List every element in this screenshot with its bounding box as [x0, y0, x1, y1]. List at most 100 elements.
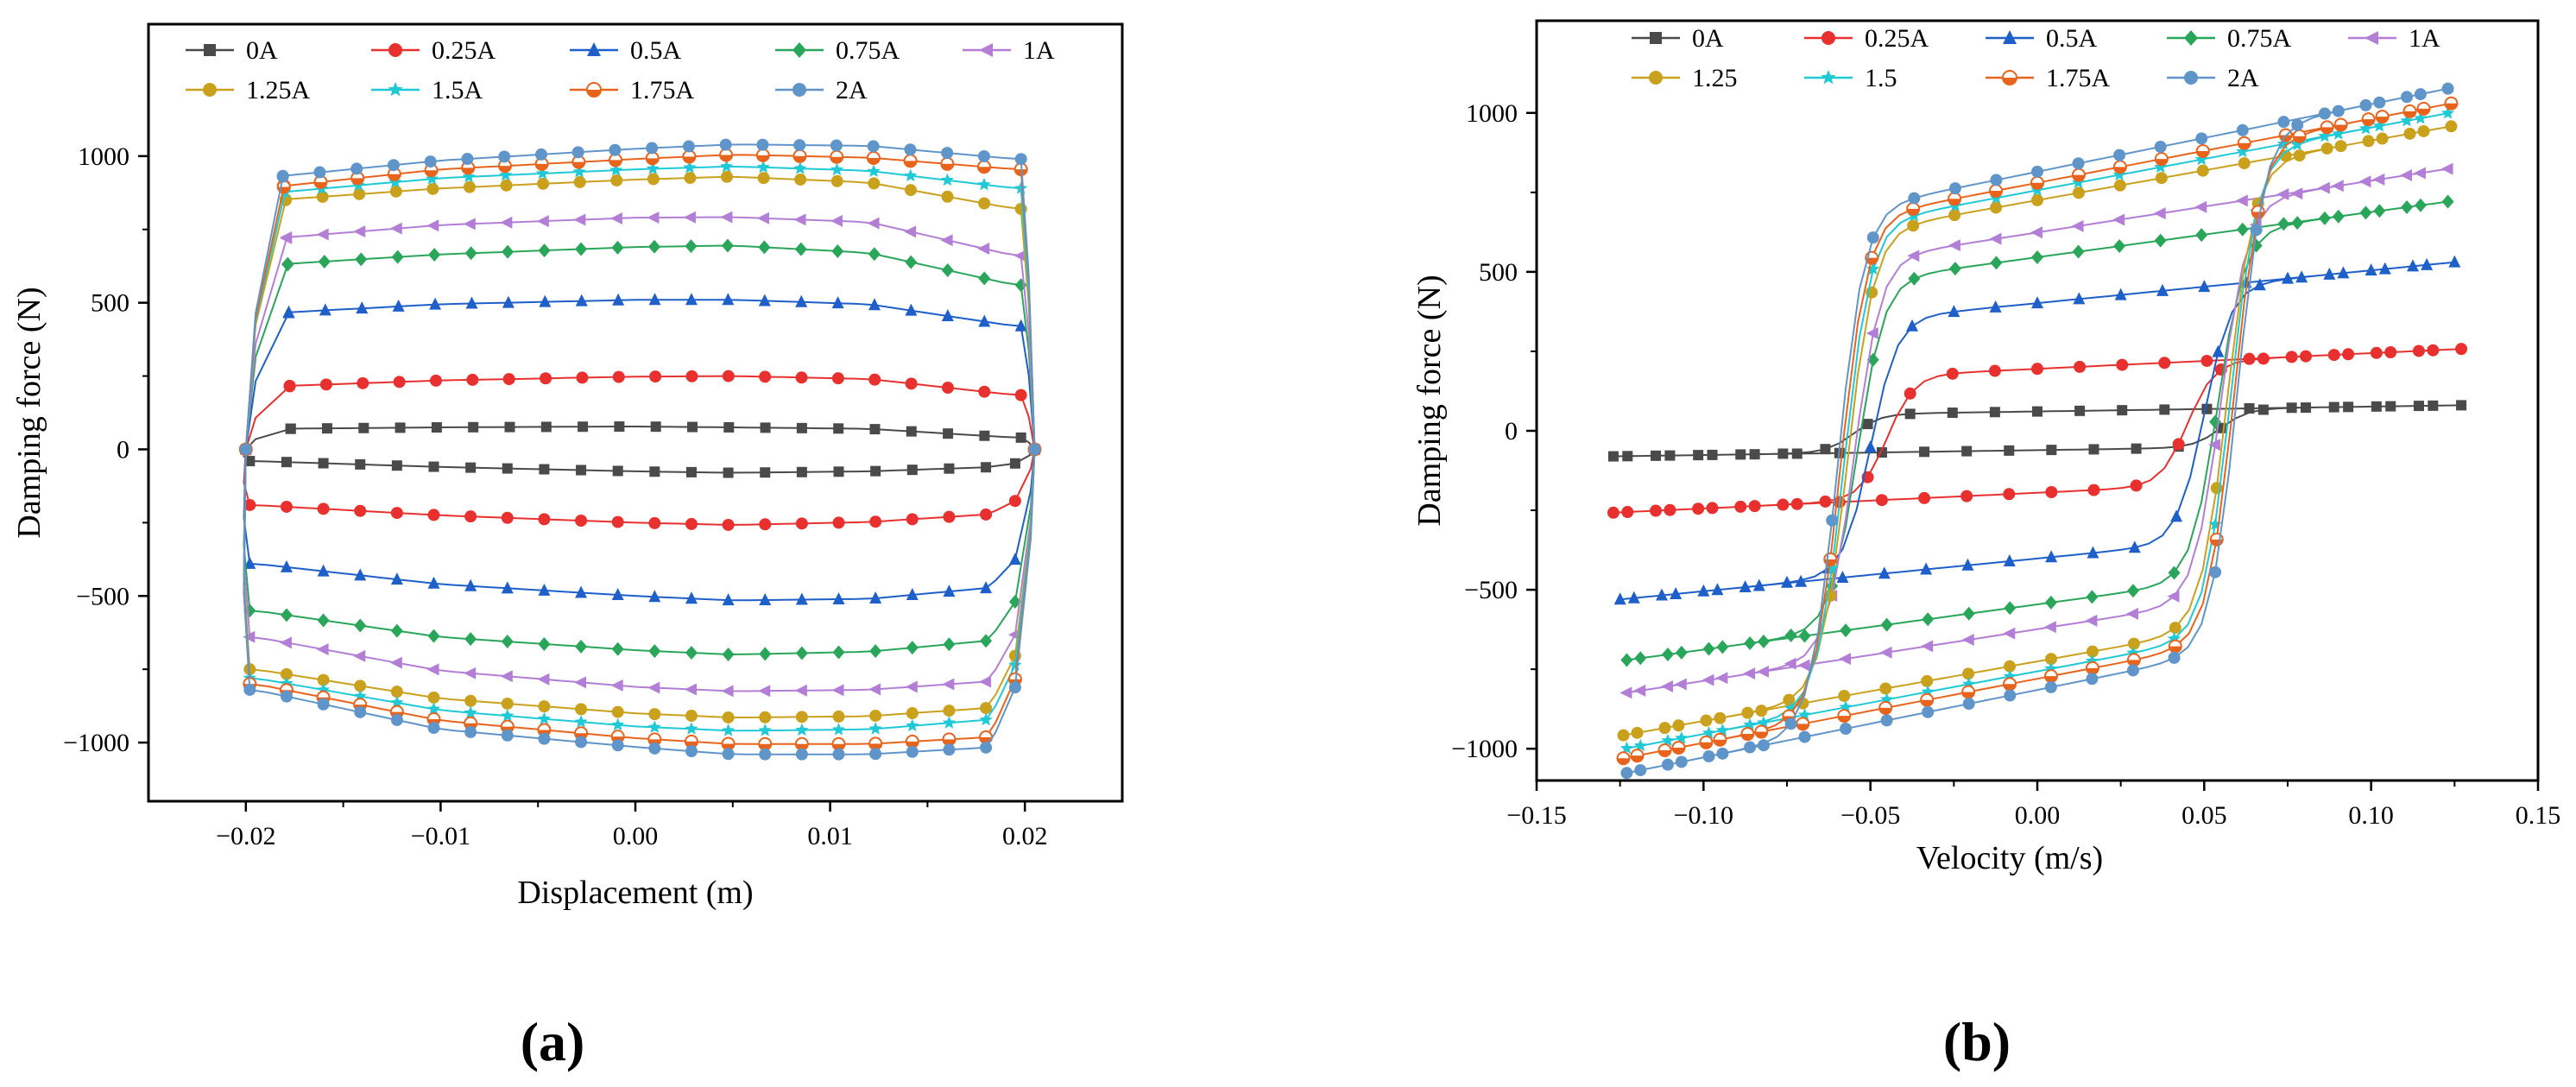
- chart-a-point: [427, 629, 440, 643]
- chart-a-point: [280, 608, 293, 622]
- chart-b-xtick-label: −0.15: [1506, 801, 1566, 830]
- chart-b-point: [2441, 106, 2455, 119]
- chart-a-line-0.75A: [243, 244, 1036, 656]
- chart-a-series-0A: [240, 421, 1040, 478]
- chart-b-point: [1920, 562, 1933, 575]
- chart-a-point: [869, 709, 882, 722]
- chart-a-point: [540, 421, 552, 433]
- chart-b-point: [1743, 667, 1756, 680]
- chart-b-point: [1627, 591, 1640, 604]
- chart-a-point: [280, 690, 293, 703]
- chart-a-point: [757, 212, 770, 224]
- chart-a-point: [387, 159, 400, 172]
- chart-b-point: [2359, 98, 2372, 111]
- chart-b-point: [2200, 354, 2213, 367]
- chart-a-legend-label: 1A: [1023, 36, 1055, 65]
- chart-b-point: [2448, 255, 2461, 268]
- chart-a-point: [943, 585, 956, 597]
- chart-b-legend-marker: [1822, 31, 1835, 45]
- chart-a-point: [427, 509, 440, 521]
- chart-a-point: [723, 421, 735, 433]
- chart-a-point: [280, 500, 293, 513]
- chart-a-point: [904, 168, 918, 182]
- chart-b-point: [1675, 755, 1688, 768]
- chart-b-point: [2402, 104, 2417, 118]
- chart-a-point: [793, 139, 806, 152]
- chart-b-legend-marker: [1821, 70, 1836, 85]
- chart-a-point: [321, 423, 332, 434]
- chart-b-point: [1752, 578, 1765, 591]
- chart-b-point: [1907, 219, 1920, 232]
- chart-b-point: [1921, 640, 1934, 653]
- chart-b-point: [2113, 179, 2126, 192]
- chart-a-point: [316, 643, 329, 656]
- chart-a-point: [537, 177, 550, 190]
- chart-a-point: [354, 568, 367, 581]
- chart-b-point: [2293, 149, 2306, 162]
- chart-b-point: [1699, 735, 1714, 749]
- chart-b-point: [1692, 502, 1705, 515]
- chart-b-point: [1697, 584, 1710, 597]
- chart-b-point: [2243, 352, 2256, 365]
- chart-b-legend-marker: [2184, 71, 2198, 85]
- chart-b-point: [1880, 714, 1893, 727]
- chart-a-point: [903, 154, 918, 168]
- chart-a-point: [279, 636, 292, 649]
- chart-a-point: [869, 515, 882, 528]
- chart-b-point: [1631, 726, 1644, 739]
- chart-a-point: [353, 649, 366, 662]
- chart-b-legend-label: 2A: [2227, 64, 2259, 92]
- chart-a-point: [793, 213, 806, 226]
- chart-a-legend-item: 2A: [775, 76, 868, 104]
- chart-a-legend-label: 0.25A: [432, 36, 496, 65]
- chart-a-point: [539, 294, 552, 307]
- chart-a-point: [390, 686, 403, 698]
- chart-b-legend-label: 0A: [1692, 24, 1724, 53]
- chart-b-point: [2427, 344, 2440, 357]
- chart-b-point: [2414, 198, 2427, 212]
- chart-a-point: [830, 149, 844, 164]
- chart-b-point: [1670, 586, 1683, 599]
- chart-b-point: [2236, 144, 2250, 158]
- chart-a-point: [867, 217, 880, 230]
- chart-b-point: [1862, 419, 1873, 430]
- chart-a-legend-label: 1.75A: [630, 76, 695, 104]
- chart-b-point: [2277, 116, 2290, 129]
- chart-b-point: [2155, 172, 2168, 185]
- chart-a-point: [684, 172, 697, 185]
- chart-b-point: [1918, 491, 1931, 504]
- chart-b-point: [2045, 486, 2058, 499]
- chart-b-point: [2086, 673, 2099, 686]
- chart-a-point: [942, 716, 957, 729]
- chart-b-xlabel: Velocity (m/s): [1916, 840, 2103, 876]
- chart-b-point: [1754, 724, 1769, 739]
- chart-a-point: [611, 739, 624, 752]
- chart-a-point: [683, 161, 697, 174]
- chart-a-point: [426, 219, 439, 232]
- chart-b-point: [2071, 219, 2084, 232]
- chart-b-point: [1866, 326, 1878, 339]
- chart-a-point: [980, 634, 993, 648]
- chart-b-point: [2337, 266, 2350, 279]
- chart-b-point: [1920, 692, 1935, 707]
- chart-b-point: [2282, 271, 2294, 284]
- chart-a-point: [795, 371, 808, 384]
- chart-a-series-1.5A: [239, 159, 1042, 736]
- chart-a-point: [648, 590, 661, 603]
- chart-b-point: [2291, 118, 2304, 131]
- chart-a-ticks: −0.02 −0.01 0.00 0.01 0.02 −1000 −500 0 500 1000: [63, 142, 1047, 850]
- chart-a-point: [426, 182, 439, 195]
- chart-a-point: [906, 588, 919, 601]
- chart-b-point: [2358, 122, 2373, 135]
- chart-a-point: [976, 160, 991, 174]
- chart-b-point: [2112, 167, 2126, 180]
- chart-a-point: [393, 376, 406, 389]
- chart-a-point: [535, 167, 549, 180]
- chart-b-point: [1702, 726, 1716, 739]
- chart-a-point: [425, 172, 439, 185]
- chart-a-point: [499, 167, 513, 181]
- chart-a-point: [318, 254, 331, 269]
- chart-b-point: [1840, 623, 1853, 638]
- chart-a-point: [943, 428, 954, 439]
- chart-a-point: [357, 376, 369, 389]
